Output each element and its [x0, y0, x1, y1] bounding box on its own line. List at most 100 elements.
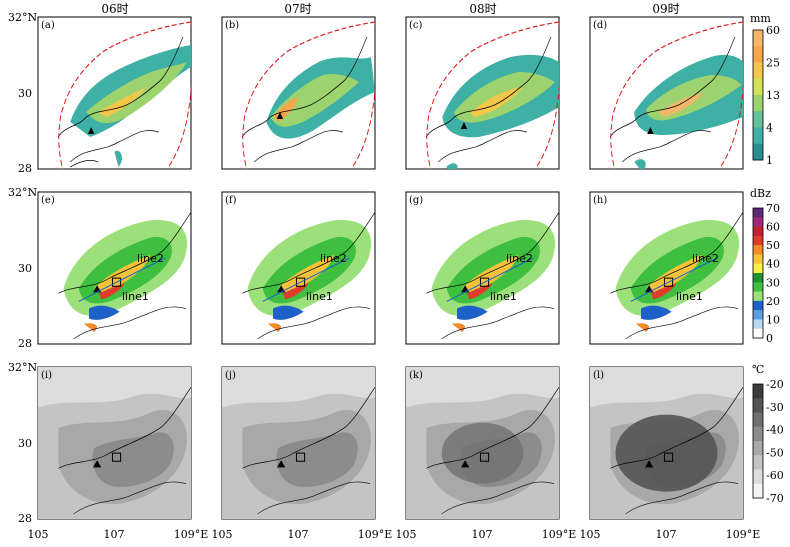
svg-text:109°E: 109°E [174, 528, 209, 541]
colorbar-tick-label: 25 [766, 57, 780, 70]
panel-c: (c) [405, 16, 560, 170]
colorbar-tick-label: 20 [766, 295, 780, 308]
svg-text:107: 107 [288, 528, 309, 541]
colorbar-swatch [753, 441, 763, 456]
svg-text:109°E: 109°E [358, 528, 393, 541]
panel-label: (g) [409, 195, 423, 206]
colorbar-swatch [753, 384, 763, 399]
panel-label: (l) [593, 370, 604, 381]
colorbar-swatch [753, 319, 763, 330]
lat-axis-row1: 32°N 30 28 [8, 11, 37, 175]
svg-text:dBz: dBz [750, 187, 771, 200]
column-title: 08时 [469, 2, 496, 16]
line1-label: line1 [490, 290, 517, 303]
station-marker [276, 112, 284, 119]
panel-label: (h) [593, 195, 607, 206]
svg-text:107: 107 [656, 528, 677, 541]
svg-text:109°E: 109°E [542, 528, 577, 541]
colorbar-swatch [753, 273, 763, 283]
lat-axis-row3: 32°N 30 28 [8, 361, 37, 525]
svg-text:℃: ℃ [752, 363, 764, 376]
colorbar-tick-label: 0 [766, 332, 773, 345]
colorbar-tick-label: 13 [766, 89, 780, 102]
colorbar-tick-label: 70 [766, 202, 780, 215]
panel-h: line1 line2 (h) [589, 191, 744, 345]
svg-text:105: 105 [580, 528, 601, 541]
line2-label: line2 [137, 252, 164, 265]
colorbar-ctt: ℃ -20 -30 -40 -50 -60 -70 [752, 363, 784, 505]
panel-b: (b) [221, 16, 376, 170]
colorbar-swatch [753, 208, 763, 218]
colorbar-tick-label: -60 [766, 469, 784, 482]
panel-label: (c) [409, 20, 423, 31]
panel-label: (i) [41, 370, 52, 381]
colorbar-swatch [753, 310, 763, 320]
colorbar-swatch [753, 328, 763, 339]
colorbar-swatch [753, 254, 763, 265]
colorbar-tick-label: 40 [766, 258, 780, 271]
panel-label: (k) [409, 370, 423, 381]
column-title: 07时 [284, 2, 311, 16]
panel-label: (e) [41, 195, 55, 206]
column-title: 06时 [101, 2, 128, 16]
colorbar-tick-label: 50 [766, 239, 780, 252]
svg-text:30: 30 [18, 262, 32, 275]
svg-text:105: 105 [396, 528, 417, 541]
colorbar-tick-label: 10 [766, 313, 780, 326]
panel-label: (b) [225, 20, 239, 31]
colorbar-tick-label: -70 [766, 492, 784, 505]
panel-d: (d) [589, 16, 744, 170]
colorbar-swatch [753, 127, 763, 145]
colorbar-swatch [753, 291, 763, 302]
colorbar-swatch [753, 300, 763, 311]
colorbar-tick-label: 60 [766, 24, 780, 37]
colorbar-swatch [753, 235, 763, 246]
lat-axis-row2: 32°N 30 28 [8, 186, 37, 350]
lon-axis: 105 107 109°E 105 107 109°E 105 107 109°… [28, 528, 761, 541]
colorbar-swatch [753, 78, 763, 96]
svg-text:105: 105 [212, 528, 233, 541]
panel-e: line1 line2 (e) [37, 191, 192, 345]
svg-text:109°E: 109°E [726, 528, 761, 541]
colorbar-swatch [753, 62, 763, 80]
colorbar-swatch [753, 143, 763, 161]
svg-text:30: 30 [18, 87, 32, 100]
line1-label: line1 [306, 290, 333, 303]
target-box [111, 277, 122, 287]
colorbar-tick-label: -50 [766, 446, 784, 459]
colorbar-swatch [753, 217, 763, 227]
line2-label: line2 [320, 252, 347, 265]
panel-a: (a) [37, 16, 192, 170]
panel-label: (j) [225, 370, 236, 381]
colorbar-tick-label: 4 [766, 122, 773, 135]
colorbar-swatch [753, 111, 763, 128]
svg-text:107: 107 [472, 528, 493, 541]
svg-text:mm: mm [750, 12, 771, 25]
svg-text:28: 28 [18, 512, 32, 525]
colorbar-swatch [753, 398, 763, 413]
colorbar-swatch [753, 46, 763, 63]
svg-text:32°N: 32°N [8, 361, 37, 374]
panel-l: (l) [589, 366, 744, 520]
svg-text:28: 28 [18, 162, 32, 175]
colorbar-swatch [753, 483, 763, 499]
line1-label: line1 [676, 290, 703, 303]
colorbar-swatch [753, 469, 763, 485]
colorbar-tick-label: 60 [766, 221, 780, 234]
line1-label: line1 [122, 290, 149, 303]
column-title: 09时 [652, 2, 679, 16]
colorbar-frame [752, 383, 764, 499]
panel-g: line1 line2 (g) [405, 191, 560, 345]
colorbar-swatch [753, 426, 763, 442]
colorbar-swatch [753, 263, 763, 274]
station-marker [647, 127, 654, 134]
panel-f: line1 line2 (f) [221, 191, 376, 345]
colorbar-swatch [753, 455, 763, 470]
colorbar-swatch [753, 30, 763, 47]
panel-j: (j) [221, 366, 376, 520]
line2-label: line2 [506, 252, 533, 265]
colorbar-tick-label: -30 [766, 401, 784, 414]
colorbar-precip: mm 60 25 13 4 1 [750, 12, 780, 167]
svg-text:30: 30 [18, 437, 32, 450]
